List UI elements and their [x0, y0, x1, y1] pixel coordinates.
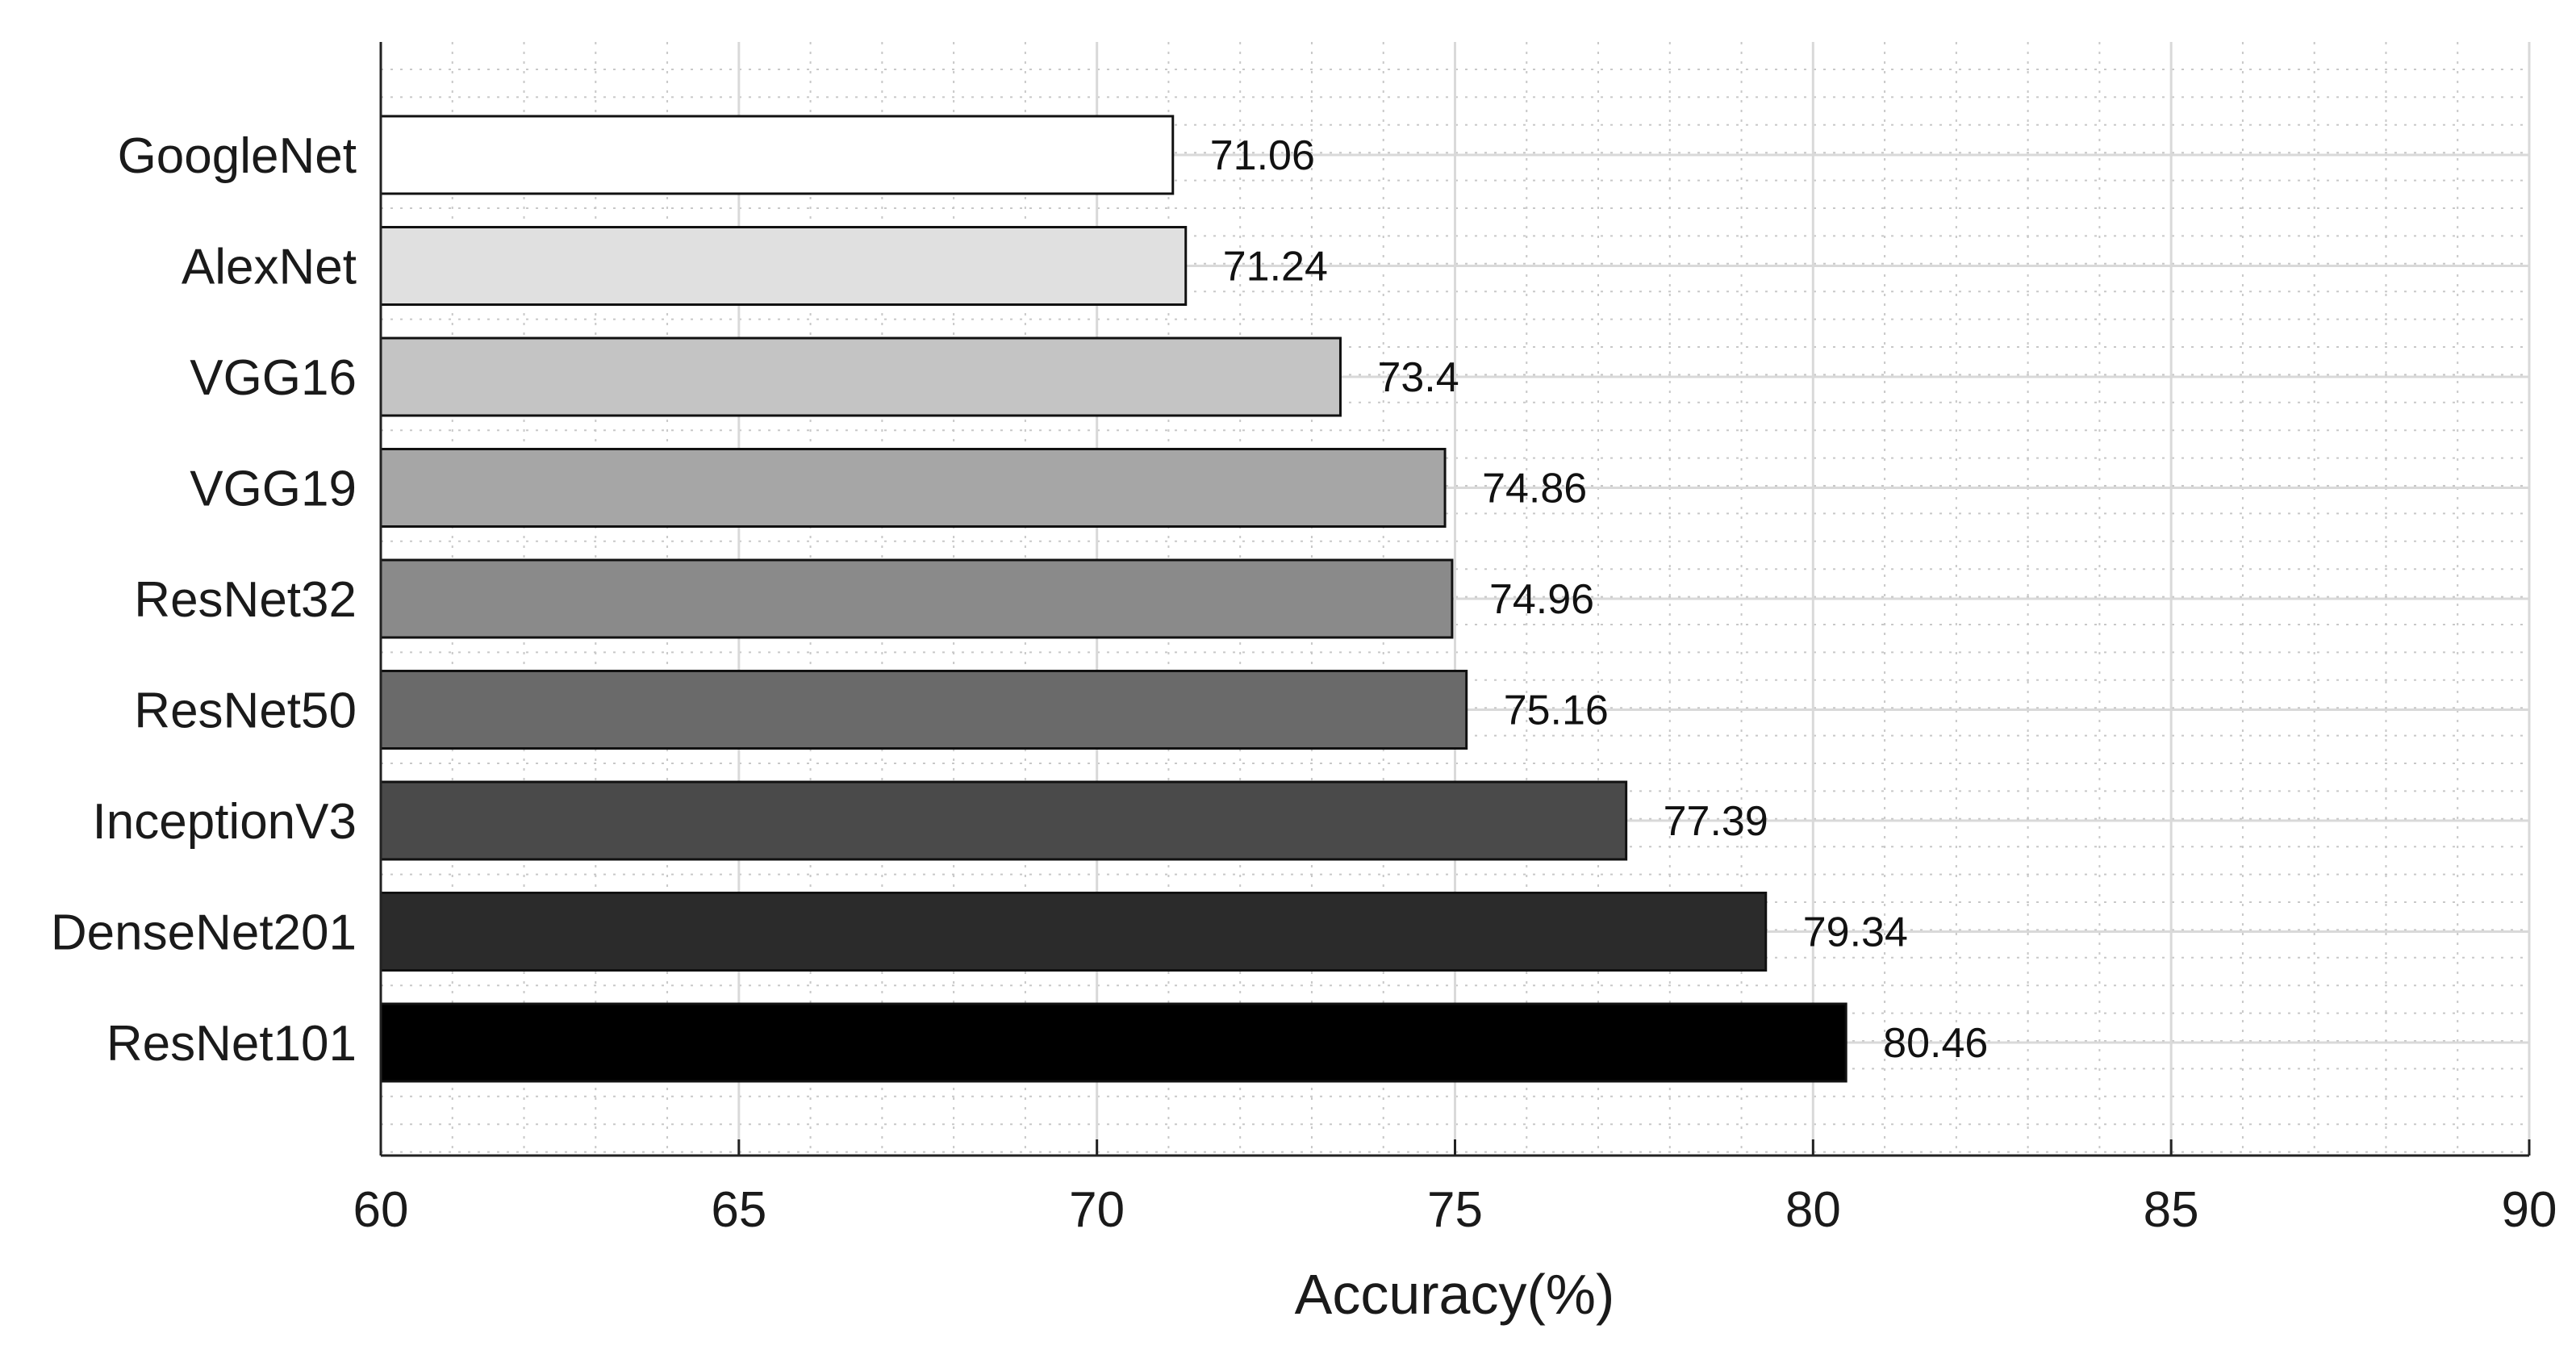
bar-resnet101 — [379, 1002, 1847, 1083]
x-tick-label: 65 — [711, 1182, 766, 1238]
bar-resnet50 — [379, 670, 1468, 750]
x-tick-label: 75 — [1427, 1182, 1483, 1238]
bar-resnet32 — [379, 558, 1454, 639]
x-tick-label: 60 — [353, 1182, 409, 1238]
bar-vgg19 — [379, 448, 1447, 528]
bar-googlenet — [379, 115, 1175, 195]
bar-inceptionv3 — [379, 780, 1628, 861]
value-label: 75.16 — [1504, 688, 1609, 734]
x-tick-label: 70 — [1069, 1182, 1125, 1238]
labels: 71.06 GoogleNet 71.24 AlexNet 73.4 VGG16 74.86… — [51, 128, 2557, 1238]
x-axis-title: Accuracy(%) — [1295, 1263, 1615, 1326]
value-label: 74.86 — [1482, 466, 1587, 512]
value-label: 71.06 — [1210, 132, 1315, 179]
category-label: VGG16 — [190, 350, 357, 406]
category-label: ResNet101 — [106, 1016, 357, 1072]
value-label: 71.24 — [1223, 244, 1328, 290]
x-tick-label: 85 — [2144, 1182, 2199, 1238]
value-label: 77.39 — [1664, 798, 1768, 845]
bar-alexnet — [379, 226, 1188, 306]
category-label: AlexNet — [182, 240, 357, 295]
value-label: 73.4 — [1377, 354, 1459, 401]
bar-vgg16 — [379, 336, 1342, 417]
category-label: InceptionV3 — [93, 794, 357, 850]
x-tick-label: 90 — [2502, 1182, 2557, 1238]
category-label: VGG19 — [190, 462, 357, 517]
category-label: ResNet32 — [134, 572, 357, 628]
category-label: DenseNet201 — [51, 905, 357, 961]
value-label: 80.46 — [1883, 1020, 1988, 1067]
category-label: GoogleNet — [118, 128, 357, 184]
axes — [379, 42, 2531, 1157]
bars — [379, 115, 1847, 1083]
bar-densenet201 — [379, 892, 1768, 972]
category-label: ResNet50 — [134, 683, 357, 739]
value-label: 74.96 — [1489, 576, 1594, 623]
value-label: 79.34 — [1803, 909, 1908, 956]
x-tick-label: 80 — [1785, 1182, 1841, 1238]
